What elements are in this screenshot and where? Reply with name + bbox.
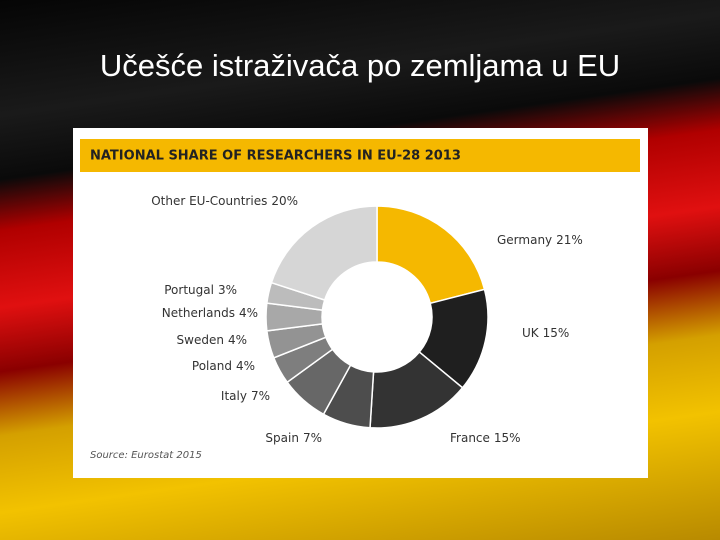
category-label: Italy: [221, 389, 247, 403]
value-label: 15%: [543, 326, 570, 340]
value-label: 3%: [218, 283, 237, 297]
source-note: Source: Eurostat 2015: [90, 450, 202, 461]
category-label: Other EU-Countries: [151, 194, 267, 208]
slice-label: France 15%: [450, 431, 521, 445]
slice-label: Netherlands 4%: [162, 306, 258, 320]
value-label: 7%: [303, 431, 322, 445]
slice-label: Portugal 3%: [164, 283, 237, 297]
value-label: 4%: [239, 306, 258, 320]
category-label: Poland: [192, 359, 232, 373]
category-label: Portugal: [164, 283, 214, 297]
category-label: Netherlands: [162, 306, 235, 320]
category-label: Germany: [497, 233, 552, 247]
category-label: France: [450, 431, 490, 445]
title-band: [80, 139, 640, 172]
slice-label: Other EU-Countries 20%: [151, 194, 298, 208]
category-label: Spain: [265, 431, 299, 445]
chart-title: NATIONAL SHARE OF RESEARCHERS IN EU-28 2…: [90, 149, 461, 164]
value-label: 20%: [271, 194, 298, 208]
slide-title: Učešće istraživača po zemljama u EU: [99, 48, 621, 83]
value-label: 21%: [556, 233, 583, 247]
slice-label: Poland 4%: [192, 359, 255, 373]
value-label: 15%: [494, 431, 521, 445]
slice-label: Sweden 4%: [177, 333, 247, 347]
slice-label: Italy 7%: [221, 389, 270, 403]
value-label: 4%: [228, 333, 247, 347]
slice-label: Spain 7%: [265, 431, 322, 445]
value-label: 4%: [236, 359, 255, 373]
slice-label: UK 15%: [522, 326, 569, 340]
category-label: Sweden: [177, 333, 224, 347]
slice-label: Germany 21%: [497, 233, 583, 247]
value-label: 7%: [251, 389, 270, 403]
category-label: UK: [522, 326, 540, 340]
donut-slice: [270, 205, 378, 301]
donut-slice: [376, 205, 486, 305]
